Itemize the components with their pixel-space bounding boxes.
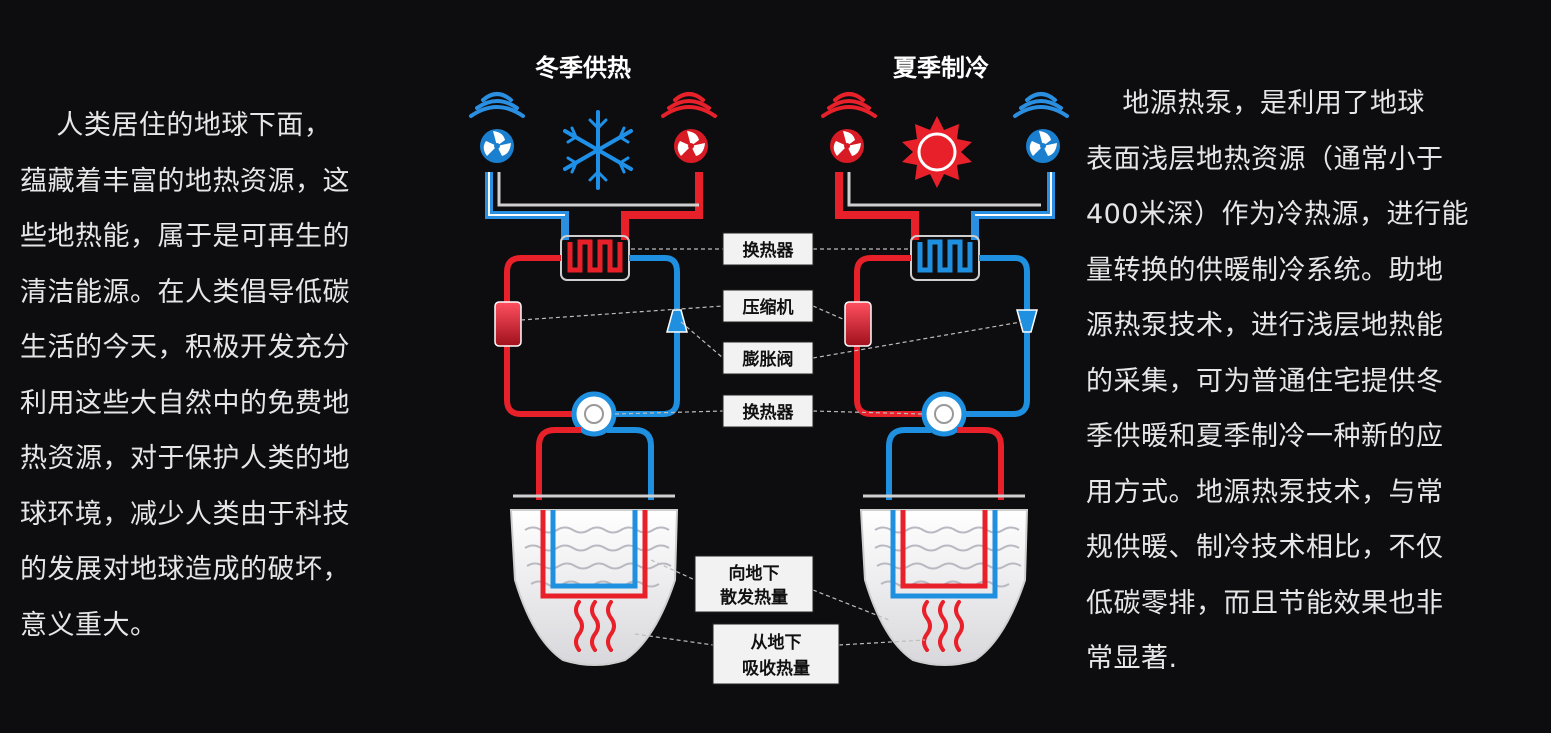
summer-expansion-valve bbox=[1016, 309, 1038, 333]
paragraph-line: 利用这些大自然中的免费地 bbox=[20, 387, 350, 419]
paragraph-line: 意义重大。 bbox=[20, 609, 158, 641]
sun-icon bbox=[902, 116, 972, 188]
winter-heat-rising-icon bbox=[574, 600, 616, 652]
paragraph-line: 用方式。地源热泵技术，与常 bbox=[1086, 476, 1444, 508]
svg-text:膨胀阀: 膨胀阀 bbox=[743, 349, 794, 370]
summer-bottom-exchanger bbox=[921, 391, 967, 437]
label-heat-exchanger-bottom: 换热器 bbox=[722, 394, 814, 428]
summer-heat-rising-icon bbox=[922, 600, 964, 652]
summer-outlet-fan-icon bbox=[1026, 129, 1060, 163]
winter-heading: 冬季供热 bbox=[535, 54, 631, 82]
label-compressor: 压缩机 bbox=[722, 289, 814, 323]
paragraph-line: 常显著. bbox=[1086, 643, 1178, 674]
paragraph-line: 400米深）作为冷热源，进行能 bbox=[1086, 199, 1470, 230]
svg-text:从地下: 从地下 bbox=[751, 632, 802, 653]
svg-text:散发热量: 散发热量 bbox=[720, 587, 788, 608]
svg-text:换热器: 换热器 bbox=[743, 240, 795, 261]
summer-system bbox=[821, 92, 1069, 666]
paragraph-line: 热资源，对于保护人类的地 bbox=[20, 443, 350, 474]
description-paragraph: 地源热泵，是利用了地球 表面浅层地热资源（通常小于 400米深）作为冷热源，进行能量… bbox=[1086, 76, 1541, 687]
heat-pump-diagram: 冬季供热 夏季制冷 bbox=[469, 54, 1069, 685]
winter-compressor bbox=[494, 301, 522, 347]
intro-paragraph: 人类居住的地球下面， 蕴藏着丰富的地热资源，这 些地热能，属于是可再生的 清洁能源。在… bbox=[20, 98, 450, 653]
paragraph-line: 地源热泵，是利用了地球 bbox=[1086, 88, 1425, 119]
paragraph-line: 量转换的供暖制冷系统。助地 bbox=[1086, 254, 1444, 286]
paragraph-line: 低碳零排，而且节能效果也非 bbox=[1086, 587, 1444, 619]
cold-air-waves-icon bbox=[469, 92, 525, 118]
paragraph-line: 生活的今天，积极开发充分 bbox=[20, 332, 350, 363]
paragraph-line: 清洁能源。在人类倡导低碳 bbox=[20, 276, 350, 308]
paragraph-line: 的发展对地球造成的破坏， bbox=[20, 554, 350, 585]
paragraph-line: 人类居住的地球下面， bbox=[20, 110, 332, 141]
winter-bottom-exchanger bbox=[571, 391, 617, 437]
warm-air-waves-icon bbox=[821, 92, 877, 118]
summer-compressor bbox=[844, 301, 872, 347]
svg-text:换热器: 换热器 bbox=[743, 402, 795, 423]
paragraph-line: 季供暖和夏季制冷一种新的应 bbox=[1086, 421, 1444, 452]
paragraph-line: 规供暖、制冷技术相比，不仅 bbox=[1086, 532, 1444, 563]
svg-text:吸收热量: 吸收热量 bbox=[742, 658, 810, 679]
warm-air-waves-icon bbox=[661, 92, 717, 118]
summer-intake-fan-icon bbox=[830, 129, 864, 163]
snowflake-icon bbox=[563, 110, 633, 190]
svg-text:向地下: 向地下 bbox=[729, 563, 780, 584]
winter-outlet-fan-icon bbox=[674, 129, 708, 163]
cold-air-waves-icon bbox=[1013, 92, 1069, 118]
label-heat-exchanger-top: 换热器 bbox=[722, 232, 814, 266]
paragraph-line: 表面浅层地热资源（通常小于 bbox=[1086, 143, 1444, 175]
paragraph-line: 蕴藏着丰富的地热资源，这 bbox=[20, 165, 350, 197]
summer-heading: 夏季制冷 bbox=[893, 54, 989, 82]
label-release-heat: 向地下 散发热量 bbox=[694, 555, 814, 613]
paragraph-line: 源热泵技术，进行浅层地热能 bbox=[1086, 310, 1444, 341]
paragraph-line: 的采集，可为普通住宅提供冬 bbox=[1086, 365, 1444, 397]
winter-expansion-valve bbox=[666, 309, 688, 333]
winter-system bbox=[469, 92, 717, 666]
label-expansion-valve: 膨胀阀 bbox=[722, 341, 814, 375]
svg-text:压缩机: 压缩机 bbox=[743, 297, 794, 318]
paragraph-line: 些地热能，属于是可再生的 bbox=[20, 221, 350, 252]
paragraph-line: 球环境，减少人类由于科技 bbox=[20, 498, 350, 530]
label-absorb-heat: 从地下 吸收热量 bbox=[712, 623, 840, 685]
winter-intake-fan-icon bbox=[480, 129, 514, 163]
